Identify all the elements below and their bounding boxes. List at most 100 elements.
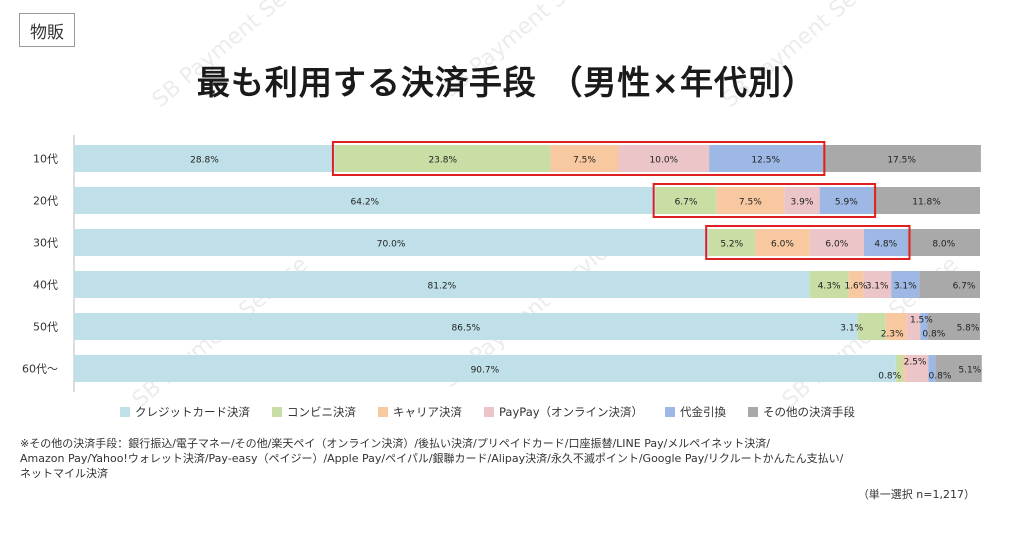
- bar-segment: [809, 229, 865, 256]
- bar-segment: [784, 187, 820, 214]
- footnote-line-3: ネットマイル決済: [20, 467, 108, 480]
- category-tag: 物販: [19, 13, 75, 47]
- data-label: 64.2%: [351, 198, 380, 208]
- bar-segment: [819, 187, 874, 214]
- bar-segment: [920, 313, 928, 340]
- legend-label: その他の決済手段: [763, 405, 856, 419]
- bar-segment: [809, 271, 849, 298]
- data-label: 23.8%: [428, 156, 457, 166]
- chart-legend: クレジットカード決済 コンビニ決済 キャリア決済 PayPay（オンライン決済） 代金引…: [120, 404, 855, 420]
- bar-segment: [885, 313, 907, 340]
- legend-item: コンビニ決済: [272, 404, 356, 420]
- data-label: 0.8%: [922, 330, 945, 340]
- legend-item: 代金引換: [665, 404, 726, 420]
- highlight-box: [705, 225, 911, 260]
- bar-segment: [927, 313, 980, 340]
- stacked-bar-chart: 10代 20代 30代 40代 50代 60代～ 28.8% 23.8% 7.5% 10.0% 12…: [22, 135, 982, 392]
- data-label: 28.8%: [190, 156, 219, 166]
- highlight-box: [331, 141, 826, 176]
- data-label: 0.8%: [878, 372, 901, 382]
- category-label: 30代: [33, 237, 58, 250]
- data-label: 6.0%: [825, 240, 848, 250]
- category-label: 10代: [33, 153, 58, 166]
- chart-title: 最も利用する決済手段 （男性×年代別）: [196, 63, 817, 102]
- bar-segment: [902, 355, 906, 382]
- bar-segment: [864, 229, 908, 256]
- bar-segment: [907, 229, 980, 256]
- highlight-box: [652, 183, 877, 218]
- bar-segment: [873, 187, 980, 214]
- data-label: 5.2%: [720, 240, 743, 250]
- legend-swatch: [120, 407, 130, 417]
- data-label: 86.5%: [452, 324, 481, 334]
- bar-segment: [550, 145, 619, 172]
- category-label: 60代～: [22, 363, 58, 376]
- bar-segment: [74, 145, 335, 172]
- bar-segment: [919, 271, 980, 298]
- bar-segment: [848, 271, 864, 298]
- bar-segment: [708, 229, 756, 256]
- legend-item: キャリア決済: [378, 404, 462, 420]
- footnote-line-1: ※その他の決済手段：銀行振込/電子マネー/その他/楽天ペイ（オンライン決済）/後…: [20, 437, 771, 450]
- sample-size-note: （単一選択 n=1,217）: [857, 488, 975, 501]
- bar-segment: [74, 229, 709, 256]
- data-label: 3.1%: [866, 282, 889, 292]
- legend-label: クレジットカード決済: [135, 405, 250, 419]
- bar-segment: [74, 355, 896, 382]
- legend-item: その他の決済手段: [748, 404, 855, 420]
- bar-segment: [74, 313, 858, 340]
- legend-label: キャリア決済: [393, 405, 462, 419]
- footnote-line-2: Amazon Pay/Yahoo!ウォレット決済/Pay-easy（ペイジー）/…: [20, 452, 844, 465]
- data-label: 8.0%: [932, 240, 955, 250]
- data-label: 90.7%: [471, 366, 500, 376]
- bar-segment: [334, 145, 551, 172]
- bar-segment: [655, 187, 717, 214]
- legend-swatch: [484, 407, 494, 417]
- data-label: 0.8%: [929, 372, 952, 382]
- category-label: 50代: [33, 321, 58, 334]
- legend-item: PayPay（オンライン決済）: [484, 404, 643, 420]
- bar-segment: [891, 271, 920, 298]
- data-label: 12.5%: [751, 156, 780, 166]
- bar-segment: [857, 313, 886, 340]
- legend-label: 代金引換: [680, 405, 727, 419]
- data-label: 17.5%: [887, 156, 916, 166]
- data-label: 4.3%: [818, 282, 841, 292]
- legend-swatch: [748, 407, 759, 417]
- data-label: 6.7%: [675, 198, 698, 208]
- data-label: 1.5%: [910, 316, 933, 326]
- bar-segment: [74, 271, 810, 298]
- footnote: ※その他の決済手段：銀行振込/電子マネー/その他/楽天ペイ（オンライン決済）/後…: [20, 436, 980, 481]
- legend-label: PayPay（オンライン決済）: [499, 405, 644, 419]
- bar-segment: [822, 145, 981, 172]
- data-label: 7.5%: [573, 156, 596, 166]
- legend-swatch: [378, 407, 388, 417]
- bar-segment: [895, 355, 903, 382]
- data-label: 2.3%: [881, 330, 904, 340]
- data-label: 5.8%: [957, 324, 980, 334]
- data-label: 4.8%: [874, 240, 897, 250]
- data-label: 3.1%: [894, 282, 917, 292]
- data-label: 7.5%: [739, 198, 762, 208]
- category-label: 20代: [33, 195, 58, 208]
- data-label: 2.5%: [904, 358, 927, 368]
- bar-segment: [905, 355, 929, 382]
- legend-item: クレジットカード決済: [120, 404, 250, 420]
- data-label: 70.0%: [377, 240, 406, 250]
- data-label: 11.8%: [912, 198, 941, 208]
- bar-segment: [863, 271, 892, 298]
- data-label: 6.0%: [771, 240, 794, 250]
- data-label: 5.9%: [835, 198, 858, 208]
- data-label: 6.7%: [953, 282, 976, 292]
- bar-segment: [928, 355, 936, 382]
- bar-segment: [618, 145, 710, 172]
- legend-swatch: [665, 407, 676, 417]
- bar-segment: [709, 145, 823, 172]
- data-label: 10.0%: [650, 156, 679, 166]
- data-label: 3.9%: [791, 198, 814, 208]
- data-label: 3.1%: [840, 324, 863, 334]
- legend-swatch: [272, 407, 282, 417]
- bar-segment: [906, 313, 921, 340]
- data-label: 1.6%: [844, 282, 867, 292]
- legend-label: コンビニ決済: [287, 405, 356, 419]
